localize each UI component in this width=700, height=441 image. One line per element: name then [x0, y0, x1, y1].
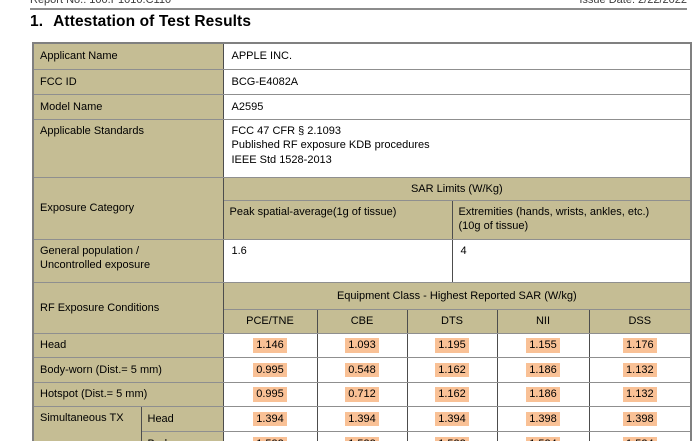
table-row-column-headers: PCE/TNE CBE DTS NII DSS — [33, 309, 692, 334]
sar-value: 1.186 — [526, 362, 560, 378]
simultaneous-tx-label: Simultaneous TX — [32, 406, 142, 441]
table-row-model-name: Model Name A2595 — [32, 94, 692, 120]
sar-limit-1g-value: 1.6 — [222, 239, 453, 283]
sar-value: 1.176 — [623, 338, 657, 353]
general-population-label-line-2: Uncontrolled exposure — [40, 259, 151, 272]
section-number: 1. — [30, 13, 44, 30]
sar-value: 1.162 — [435, 362, 469, 378]
table-row-fcc-id: FCC ID BCG-E4082A — [32, 69, 692, 95]
sar-value: 1.394 — [253, 411, 287, 427]
simultaneous-head-label: Head — [140, 406, 224, 432]
column-header-cbe: CBE — [316, 309, 408, 334]
table-row-equipment-class-header: RF Exposure Conditions Equipment Class -… — [32, 282, 692, 334]
sar-value: 1.195 — [435, 338, 469, 353]
sar-value: 1.524 — [526, 436, 560, 441]
sar-value: 1.394 — [345, 411, 379, 427]
standards-line-3: IEEE Std 1528-2013 — [231, 153, 332, 166]
sar-value: 1.146 — [253, 338, 287, 353]
sar-value: 1.394 — [435, 411, 469, 427]
table-row-sar-limits-header: Exposure Category SAR Limits (W/Kg) — [32, 177, 692, 240]
section-title: Attestation of Test Results — [53, 13, 252, 30]
sar-value: 1.524 — [623, 436, 657, 441]
sar-value: 1.398 — [623, 411, 657, 427]
exposure-category-label: Exposure Category — [32, 177, 224, 240]
sar-value: 1.093 — [345, 338, 379, 353]
report-number-clipped-text: Report No.: 100.P1010.C110 — [30, 0, 172, 6]
standards-line-2: Published RF exposure KDB procedures — [231, 139, 430, 152]
standards-label: Applicable Standards — [32, 119, 224, 178]
standards-line-1: FCC 47 CFR § 2.1093 — [231, 125, 341, 137]
sar-value: 1.162 — [435, 387, 469, 402]
head-row-label: Head — [32, 333, 224, 358]
column-header-nii: NII — [496, 309, 590, 334]
sar-value: 1.532 — [253, 436, 287, 441]
table-row-applicant: Applicant Name APPLE INC. — [32, 42, 692, 70]
sar-value: 1.155 — [526, 338, 560, 353]
fcc-id-value: BCG-E4082A — [222, 69, 692, 95]
table-row-hotspot: Hotspot (Dist.= 5 mm) 0.995 0.712 1.162 … — [32, 382, 692, 407]
table-row-body-worn: Body-worn (Dist.= 5 mm) 0.995 0.548 1.16… — [32, 357, 692, 383]
sar-value: 0.995 — [253, 387, 287, 402]
general-population-label-line-1: General population / — [40, 245, 140, 257]
sar-value: 0.548 — [345, 362, 379, 378]
column-header-dts: DTS — [406, 309, 498, 334]
extremities-header-line-1: Extremities (hands, wrists, ankles, etc.… — [458, 206, 650, 218]
sar-limit-10g-value: 4 — [451, 239, 692, 283]
sar-value: 1.132 — [623, 387, 657, 402]
sar-value: 1.186 — [526, 387, 560, 402]
column-header-pce-tne: PCE/TNE — [222, 309, 318, 334]
body-worn-row-label: Body-worn (Dist.= 5 mm) — [32, 357, 224, 383]
peak-spatial-average-header: Peak spatial-average(1g of tissue) — [222, 200, 453, 240]
sar-value: 1.532 — [435, 436, 469, 441]
table-row-head: Head 1.146 1.093 1.195 1.155 1.176 — [32, 333, 692, 358]
sar-value: 0.712 — [345, 387, 379, 402]
table-row-general-population: General population / Uncontrolled exposu… — [32, 239, 692, 283]
column-header-dss: DSS — [588, 309, 692, 334]
sar-value: 0.995 — [253, 362, 287, 378]
table-row-simultaneous-body-worn: Body-worn 1.532 1.532 1.532 1.524 1.524 — [33, 431, 692, 441]
section-heading: 1. Attestation of Test Results — [30, 13, 251, 31]
extremities-header-line-2: (10g of tissue) — [458, 220, 529, 233]
model-name-label: Model Name — [32, 94, 224, 120]
model-name-value: A2595 — [222, 94, 692, 120]
sar-value: 1.398 — [526, 411, 560, 427]
fcc-id-label: FCC ID — [32, 69, 224, 95]
equipment-class-header: Equipment Class - Highest Reported SAR (… — [222, 282, 692, 310]
issue-date-clipped-text: Issue Date: 2/22/2022 — [579, 0, 687, 6]
page-running-header: Report No.: 100.P1010.C110 Issue Date: 2… — [30, 0, 687, 10]
table-row-sar-limits-subheader: Peak spatial-average(1g of tissue) Extre… — [33, 200, 692, 240]
applicant-name-value: APPLE INC. — [222, 42, 692, 70]
table-row-standards: Applicable Standards FCC 47 CFR § 2.1093… — [32, 119, 692, 178]
sar-value: 1.532 — [345, 436, 379, 441]
table-row-simultaneous-head: Simultaneous TX Head 1.394 1.394 1.394 1… — [32, 406, 692, 441]
hotspot-row-label: Hotspot (Dist.= 5 mm) — [32, 382, 224, 407]
rf-exposure-conditions-label: RF Exposure Conditions — [32, 282, 224, 334]
sar-limits-header: SAR Limits (W/Kg) — [222, 177, 692, 201]
simultaneous-body-worn-label: Body-worn — [140, 431, 224, 441]
sar-value: 1.132 — [623, 362, 657, 378]
attestation-table: Applicant Name APPLE INC. FCC ID BCG-E40… — [32, 42, 693, 441]
applicant-name-label: Applicant Name — [32, 42, 224, 70]
